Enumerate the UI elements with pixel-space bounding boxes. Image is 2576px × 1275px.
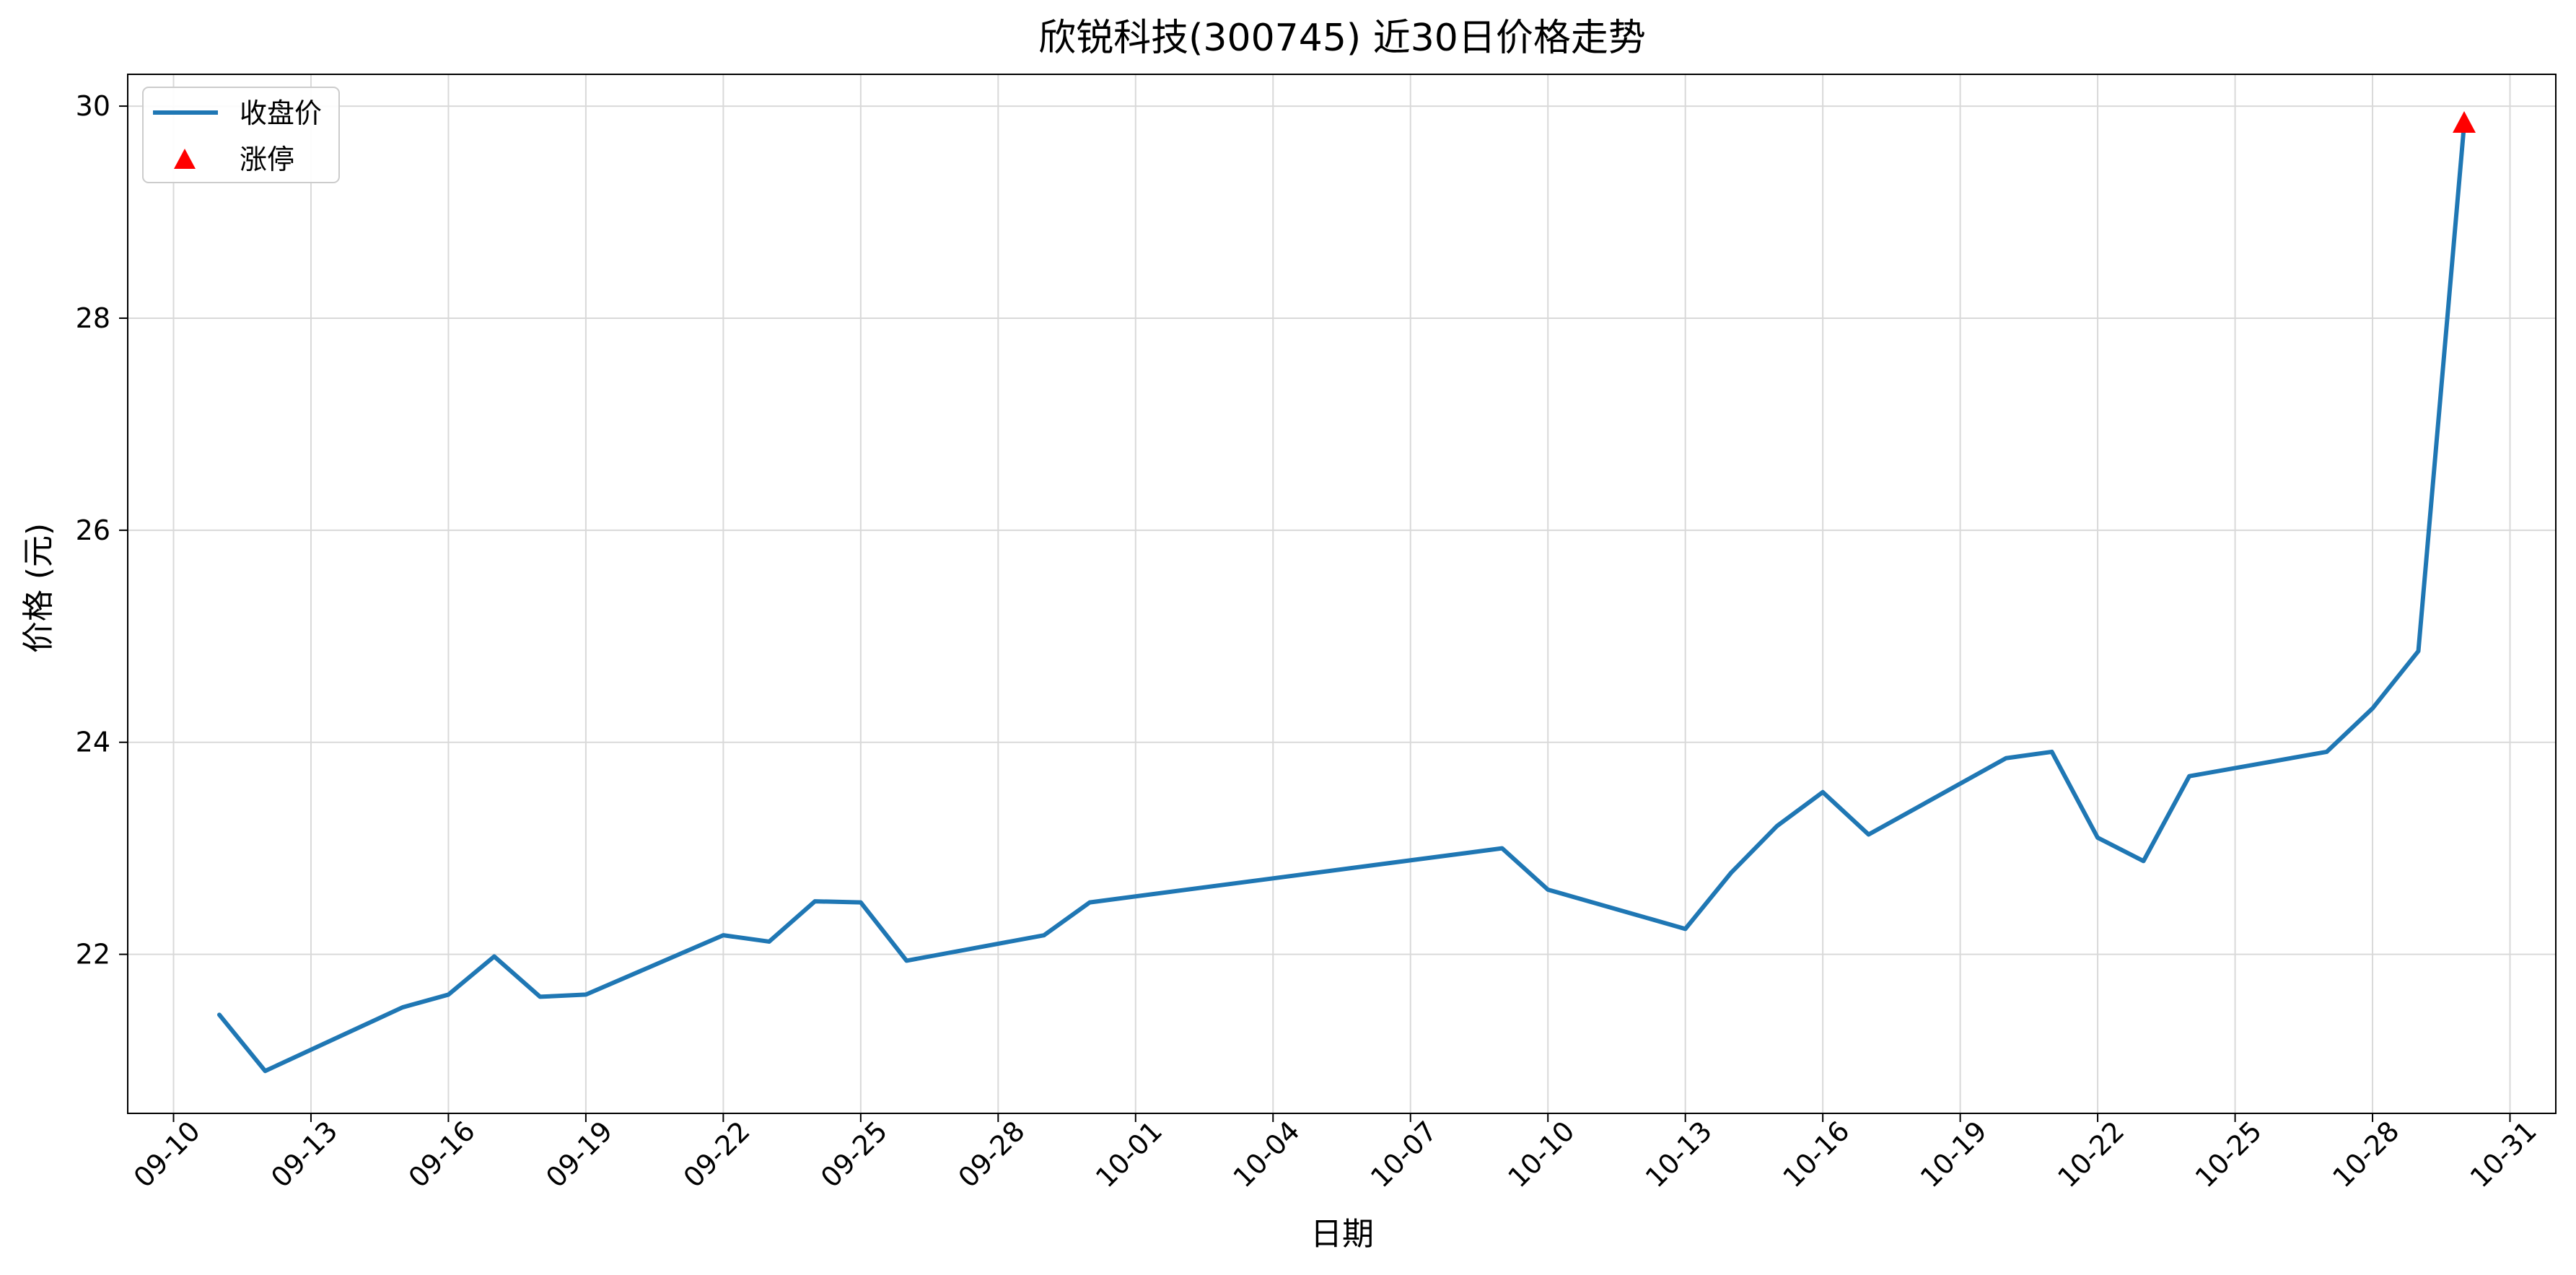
- close-price-line: [216, 122, 2467, 1074]
- close-price-point: [1867, 833, 1871, 837]
- close-price-point: [2417, 649, 2421, 653]
- y-tick-label: 26: [76, 514, 110, 546]
- close-price-point: [1042, 933, 1046, 937]
- close-price-point: [1087, 901, 1092, 905]
- chart-title: 欣锐科技(300745) 近30日价格走势: [1038, 17, 1646, 60]
- grid-layer: [128, 74, 2556, 1113]
- close-price-point: [1683, 926, 1688, 931]
- close-price-point: [1500, 846, 1504, 851]
- y-tick-label: 22: [76, 939, 110, 971]
- limit-up-marker: [2453, 111, 2476, 133]
- close-price-point: [1775, 824, 1779, 828]
- x-axis-label: 日期: [1310, 1216, 1374, 1253]
- close-price-point: [2370, 706, 2375, 711]
- close-price-point: [400, 1005, 405, 1009]
- legend-label-close: 收盘价: [240, 97, 322, 129]
- close-price-point: [2095, 836, 2100, 840]
- close-price-point: [2325, 750, 2329, 754]
- close-price-point: [446, 992, 450, 996]
- close-price-point: [767, 939, 771, 944]
- close-price-point: [584, 992, 588, 996]
- series-layer: [216, 111, 2476, 1074]
- y-axis-label: 价格 (元): [20, 523, 57, 653]
- close-price-point: [1546, 888, 1550, 892]
- close-price-point: [859, 901, 863, 905]
- close-price-point: [538, 994, 542, 999]
- legend-triangle-marker: [174, 149, 196, 169]
- close-price-point: [263, 1069, 267, 1073]
- close-price-point: [2004, 756, 2008, 761]
- close-price-point: [904, 958, 908, 963]
- close-price-point: [812, 899, 817, 903]
- close-price-point: [1729, 870, 1733, 875]
- y-tick-label: 28: [76, 302, 110, 334]
- legend: 收盘价 涨停: [142, 87, 340, 183]
- close-price-point: [1821, 790, 1825, 794]
- close-price-point: [2142, 859, 2146, 863]
- plot-frame: [127, 74, 2557, 1114]
- legend-label-limit-up: 涨停: [240, 144, 294, 175]
- close-price-point: [492, 955, 496, 959]
- close-price-point: [2187, 774, 2191, 779]
- close-price-point: [2050, 750, 2054, 754]
- close-price-point: [217, 1012, 222, 1017]
- y-tick-label: 30: [76, 90, 110, 122]
- close-price-point: [721, 933, 725, 937]
- y-tick-label: 24: [76, 727, 110, 758]
